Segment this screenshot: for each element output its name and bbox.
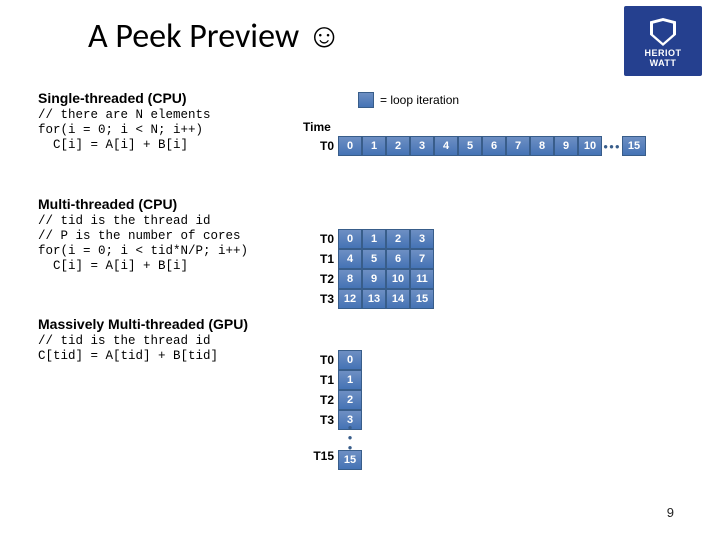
row-label: T0 xyxy=(308,229,334,249)
timeline-multi: 0123456789101112131415 xyxy=(338,229,434,309)
iteration-cell: 0 xyxy=(338,136,362,156)
row-label: T2 xyxy=(298,390,334,410)
iteration-cell: 4 xyxy=(434,136,458,156)
iteration-cell: 14 xyxy=(386,289,410,309)
ellipsis: ●●● xyxy=(602,136,622,156)
iteration-cell: 4 xyxy=(338,249,362,269)
iteration-cell: 0 xyxy=(338,350,362,370)
iteration-cell: 7 xyxy=(410,249,434,269)
iteration-cell: 1 xyxy=(362,229,386,249)
row-label: T1 xyxy=(298,370,334,390)
row-label: T15 xyxy=(298,446,334,466)
iteration-cell: 15 xyxy=(410,289,434,309)
code-single: // there are N elements for(i = 0; i < N… xyxy=(38,108,211,153)
row-labels-gpu: T0T1T2T3 T15 xyxy=(298,350,334,466)
slide-content: = loop iteration Single-threaded (CPU) /… xyxy=(38,86,702,528)
iteration-cell: 6 xyxy=(482,136,506,156)
time-axis-label: Time xyxy=(303,120,331,134)
row-labels-single: T0 xyxy=(308,136,334,156)
iteration-cell: 10 xyxy=(386,269,410,289)
iteration-cell: 2 xyxy=(386,136,410,156)
logo-text-2: WATT xyxy=(650,58,677,68)
iteration-cell: 11 xyxy=(410,269,434,289)
iteration-cell: 15 xyxy=(338,450,362,470)
iteration-cell: 12 xyxy=(338,289,362,309)
iteration-cell: 7 xyxy=(506,136,530,156)
legend: = loop iteration xyxy=(358,92,459,108)
heading-single: Single-threaded (CPU) xyxy=(38,90,211,106)
row-label: T3 xyxy=(308,289,334,309)
code-gpu: // tid is the thread id C[tid] = A[tid] … xyxy=(38,334,248,364)
iteration-cell: 1 xyxy=(362,136,386,156)
row-label: T0 xyxy=(308,136,334,156)
iteration-cell: 5 xyxy=(458,136,482,156)
legend-label: = loop iteration xyxy=(380,93,459,107)
ellipsis-vertical xyxy=(298,430,334,446)
iteration-cell: 3 xyxy=(410,136,434,156)
iteration-cell: 6 xyxy=(386,249,410,269)
timeline-gpu: 0123●●●15 xyxy=(338,350,362,470)
row-label: T3 xyxy=(298,410,334,430)
iteration-cell: 1 xyxy=(338,370,362,390)
heading-gpu: Massively Multi-threaded (GPU) xyxy=(38,316,248,332)
iteration-cell: 13 xyxy=(362,289,386,309)
logo-text-1: HERIOT xyxy=(644,48,681,58)
iteration-cell: 0 xyxy=(338,229,362,249)
iteration-cell: 9 xyxy=(554,136,578,156)
heading-multi: Multi-threaded (CPU) xyxy=(38,196,248,212)
iteration-cell: 9 xyxy=(362,269,386,289)
section-multi-threaded: Multi-threaded (CPU) // tid is the threa… xyxy=(38,196,248,274)
section-single-threaded: Single-threaded (CPU) // there are N ele… xyxy=(38,90,211,153)
section-gpu: Massively Multi-threaded (GPU) // tid is… xyxy=(38,316,248,364)
slide-title: A Peek Preview ☺ xyxy=(88,16,342,57)
iteration-cell: 8 xyxy=(530,136,554,156)
row-label: T2 xyxy=(308,269,334,289)
title-bar: A Peek Preview ☺ HERIOT WATT xyxy=(0,0,720,86)
iteration-cell: 3 xyxy=(410,229,434,249)
page-number: 9 xyxy=(667,505,674,520)
iteration-cell: 10 xyxy=(578,136,602,156)
ellipsis-vertical: ●●● xyxy=(338,430,362,446)
legend-swatch xyxy=(358,92,374,108)
row-label: T0 xyxy=(298,350,334,370)
iteration-cell: 8 xyxy=(338,269,362,289)
code-multi: // tid is the thread id // P is the numb… xyxy=(38,214,248,274)
row-label: T1 xyxy=(308,249,334,269)
shield-icon xyxy=(650,18,676,46)
iteration-cell: 5 xyxy=(362,249,386,269)
row-labels-multi: T0T1T2T3 xyxy=(308,229,334,309)
iteration-cell: 15 xyxy=(622,136,646,156)
timeline-single: 012345678910●●●15 xyxy=(338,136,646,156)
iteration-cell: 2 xyxy=(386,229,410,249)
iteration-cell: 2 xyxy=(338,390,362,410)
university-logo: HERIOT WATT xyxy=(624,6,702,76)
